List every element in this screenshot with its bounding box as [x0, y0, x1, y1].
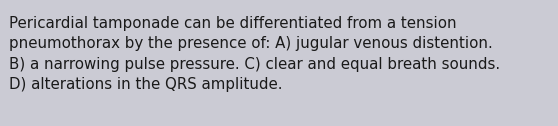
Text: Pericardial tamponade can be differentiated from a tension
pneumothorax by the p: Pericardial tamponade can be differentia…: [9, 16, 500, 92]
